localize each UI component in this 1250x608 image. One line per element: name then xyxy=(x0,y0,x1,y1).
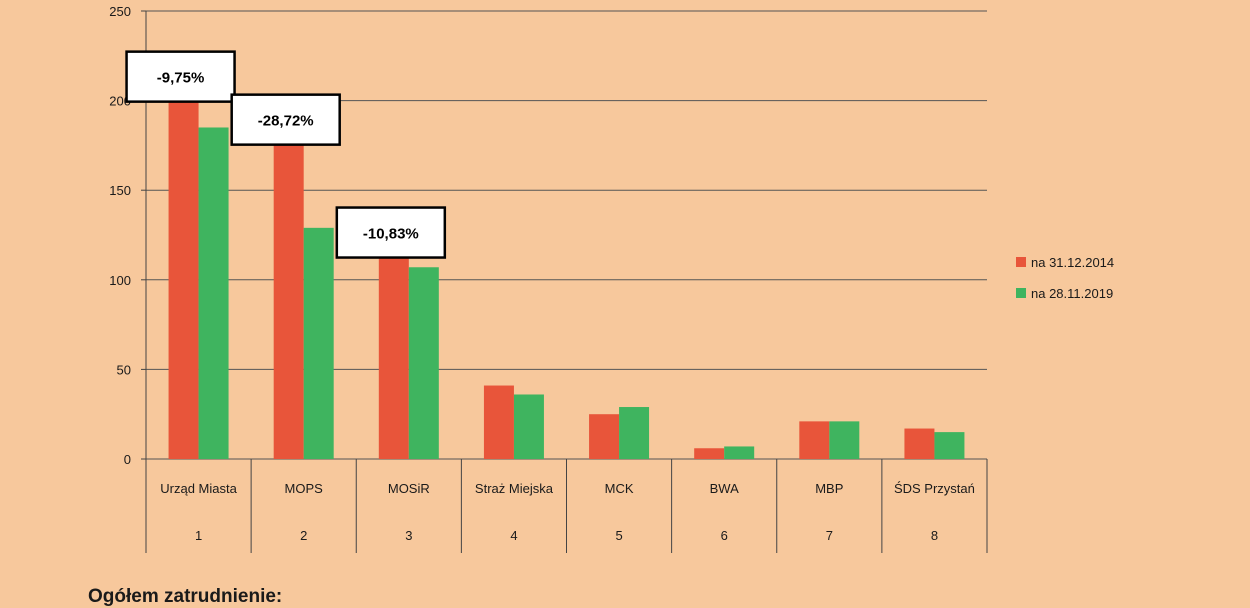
percent-change-label: -28,72% xyxy=(258,113,314,130)
percent-change-callout-box xyxy=(230,93,341,146)
category-number: 2 xyxy=(300,528,307,543)
bar-series-2014 xyxy=(904,428,935,459)
bar-series-2019 xyxy=(513,394,544,459)
category-number: 8 xyxy=(931,528,938,543)
percent-change-callout-box xyxy=(125,50,236,103)
bar-layer xyxy=(168,91,965,459)
bar-series-2019 xyxy=(724,446,755,459)
legend-swatch xyxy=(1016,257,1026,267)
category-number: 1 xyxy=(195,528,202,543)
category-label: Urząd Miasta xyxy=(160,481,237,496)
category-number: 3 xyxy=(405,528,412,543)
bar-series-2019 xyxy=(408,267,439,459)
bar-series-2014 xyxy=(694,448,725,459)
legend-swatch xyxy=(1016,288,1026,298)
bar-series-2014 xyxy=(273,134,304,459)
category-label: MOSiR xyxy=(388,481,430,496)
category-number: 6 xyxy=(721,528,728,543)
section-heading: Ogółem zatrudnienie: xyxy=(88,586,283,607)
bar-series-2014 xyxy=(168,91,199,459)
y-tick-label: 250 xyxy=(109,4,131,19)
percent-change-callout-box xyxy=(335,206,447,259)
legend: na 31.12.2014 na 28.11.2019 xyxy=(1016,255,1114,301)
category-label: BWA xyxy=(710,481,739,496)
category-label: MOPS xyxy=(285,481,324,496)
legend-label: na 31.12.2014 xyxy=(1031,255,1114,270)
bar-series-2019 xyxy=(829,421,860,459)
bar-series-2014 xyxy=(589,414,620,459)
percent-change-label: -9,75% xyxy=(157,70,205,87)
bar-series-2014 xyxy=(483,385,514,459)
category-number: 7 xyxy=(826,528,833,543)
category-label: Straż Miejska xyxy=(475,481,554,496)
callout-layer: -9,75% -28,72% -10,83% xyxy=(125,50,447,259)
grid-layer xyxy=(146,10,987,460)
category-label: MBP xyxy=(815,481,843,496)
y-tick-label: 0 xyxy=(124,452,131,467)
bar-series-2019 xyxy=(619,407,650,459)
y-tick-label: 50 xyxy=(117,362,131,377)
bar-series-2014 xyxy=(799,421,830,459)
bar-series-2014 xyxy=(378,247,409,459)
legend-label: na 28.11.2019 xyxy=(1031,286,1113,301)
category-label: MCK xyxy=(605,481,634,496)
category-number: 4 xyxy=(510,528,517,543)
y-tick-label: 150 xyxy=(109,183,131,198)
bar-series-2019 xyxy=(934,432,965,459)
category-number: 5 xyxy=(615,528,622,543)
axis-layer xyxy=(141,10,988,553)
category-label: ŚDS Przystań xyxy=(894,481,975,496)
percent-change-label: -10,83% xyxy=(363,226,419,243)
bar-series-2019 xyxy=(303,227,334,459)
bar-series-2019 xyxy=(198,127,229,459)
y-tick-label: 100 xyxy=(109,273,131,288)
